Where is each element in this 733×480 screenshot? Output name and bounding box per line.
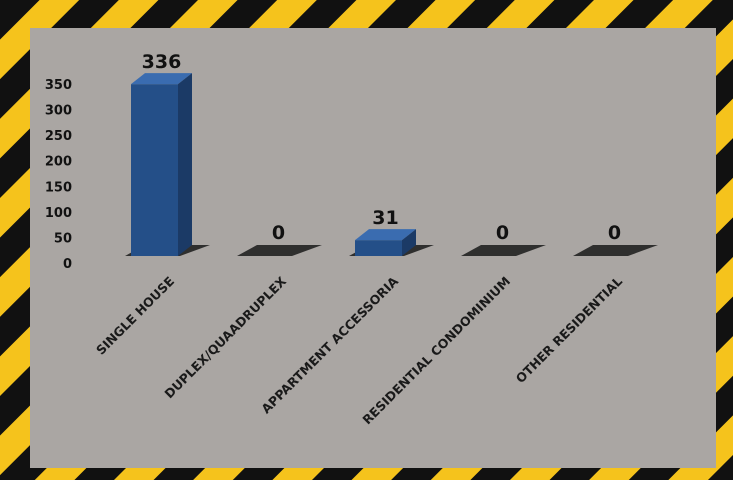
bar-base-shadow: [461, 245, 546, 256]
y-tick-label: 100: [45, 206, 72, 221]
bar: [131, 73, 192, 256]
y-tick-label: 150: [45, 180, 72, 195]
data-label: 31: [372, 207, 398, 229]
bar-top: [131, 73, 192, 85]
data-label: 0: [272, 222, 285, 244]
y-tick-label: 0: [63, 257, 72, 272]
data-label: 0: [608, 222, 621, 244]
bar-front: [131, 84, 178, 256]
y-tick-label: 300: [45, 104, 72, 119]
bar-side: [178, 73, 192, 256]
bars: [131, 73, 416, 256]
y-axis: 0 50 100 150 200 250 300 350: [45, 78, 72, 272]
y-tick-label: 50: [54, 231, 72, 246]
data-label: 336: [142, 51, 182, 73]
bar-side: [402, 229, 416, 256]
y-tick-label: 200: [45, 155, 72, 170]
y-tick-label: 250: [45, 129, 72, 144]
data-labels: 336 0 31 0 0: [142, 51, 621, 244]
data-label: 0: [496, 222, 509, 244]
bar-base-shadow: [573, 245, 658, 256]
bar-base-shadow: [237, 245, 322, 256]
bar: [355, 229, 416, 256]
y-tick-label: 350: [45, 78, 72, 93]
bar-top: [355, 229, 416, 241]
bar-front: [355, 240, 402, 256]
